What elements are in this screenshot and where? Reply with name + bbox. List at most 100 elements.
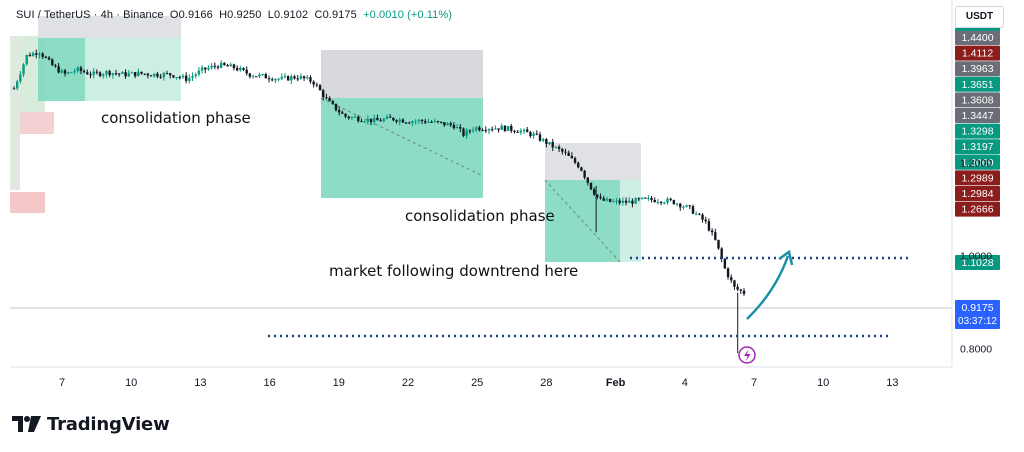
candle-body [487, 129, 491, 131]
candle-body [385, 116, 389, 119]
candle-body [162, 73, 166, 78]
candle-body [500, 125, 503, 130]
candle-body [286, 76, 290, 81]
change-value: +0.0010 (+0.11%) [363, 9, 452, 21]
candle-body [267, 78, 271, 80]
chart-area[interactable]: 7 10 13 16 19 22 25 28 Feb 4 7 10 13 1.4400 1.4112 1.3… [0, 0, 1024, 400]
candle-body [114, 73, 118, 75]
currency-button[interactable]: USDT [955, 6, 1004, 28]
candle-body [567, 152, 570, 156]
price-scale: 1.4400 1.4112 1.3963 1.3651 1.3608 1.3447 1.32… [955, 28, 1000, 355]
candle-body [532, 133, 535, 137]
candle-body [204, 67, 207, 70]
zone-left-red [10, 192, 45, 213]
candle-body [12, 88, 16, 90]
candle-body [449, 123, 452, 125]
price-label: 1.1028 [961, 257, 993, 269]
candle-body [347, 116, 350, 118]
y-tick-label: 0.8000 [960, 343, 992, 355]
candle-body [229, 64, 232, 67]
candle-body [357, 116, 360, 122]
candle-body [554, 146, 558, 148]
candle-body [436, 121, 440, 123]
candle-body [200, 67, 204, 71]
candle-body [60, 70, 64, 73]
candle-body [92, 71, 95, 76]
candle-body [621, 200, 625, 203]
candle-body [184, 75, 188, 81]
candle-body [54, 65, 57, 67]
candle-body [191, 76, 194, 78]
zone1-green-light [85, 38, 181, 101]
candle-body [117, 73, 121, 75]
current-price-label: 0.9175 [961, 302, 993, 314]
candle-body [130, 72, 134, 74]
candle-body [248, 73, 252, 77]
low-value: L0.9102 [267, 9, 309, 21]
lightning-event-icon[interactable] [738, 346, 756, 364]
price-label-box [955, 170, 1000, 186]
candle-body [296, 78, 299, 80]
candle-body [411, 121, 414, 124]
candle-body [261, 74, 264, 76]
candle-body [561, 148, 564, 152]
x-tick-label: Feb [606, 377, 626, 389]
candle-body [468, 130, 472, 132]
price-label-box [955, 30, 1000, 45]
zone-left-red-2 [20, 112, 54, 134]
candle-body [679, 203, 682, 208]
candle-body [293, 76, 296, 79]
candle-body [31, 53, 35, 57]
candle-body [169, 73, 172, 76]
candle-body [213, 65, 217, 67]
annotation-consolidation-2: consolidation phase [405, 207, 555, 225]
candle-body [685, 205, 688, 207]
candle-body [631, 200, 634, 204]
candlestick-chart[interactable]: 7 10 13 16 19 22 25 28 Feb 4 7 10 13 1.4400 1.4112 1.3… [0, 0, 1024, 400]
candle-body [344, 113, 347, 117]
price-label: 1.3608 [961, 94, 993, 106]
price-label: 1.2984 [961, 188, 993, 200]
candle-body [315, 84, 319, 86]
x-tick-label: 13 [886, 377, 898, 389]
candle-body [306, 77, 309, 79]
candle-body [127, 73, 130, 77]
candle-body [682, 206, 685, 208]
candle-body [564, 151, 567, 153]
candle-body [38, 53, 41, 55]
candle-body [484, 130, 487, 132]
candle-body [334, 103, 338, 111]
candle-body [44, 56, 48, 58]
candle-body [647, 197, 650, 199]
candle-body [86, 72, 89, 75]
candle-body [57, 66, 60, 73]
tradingview-brand[interactable]: TradingView [12, 410, 170, 438]
candle-body [730, 277, 733, 281]
candle-body [439, 121, 443, 123]
projection-arrowhead [778, 249, 794, 266]
price-label: 1.4112 [962, 48, 993, 60]
candle-body [494, 128, 497, 130]
price-label: 1.3447 [961, 110, 993, 122]
zone2-gray [321, 50, 483, 98]
candle-body [430, 121, 433, 123]
candle-body [133, 72, 137, 77]
candle-body [146, 73, 150, 76]
candle-body [239, 67, 242, 71]
candle-body [299, 76, 303, 79]
candle-body [89, 74, 92, 76]
price-label-box [955, 108, 1000, 123]
candle-body [388, 116, 392, 118]
candle-body [111, 73, 115, 76]
candle-body [51, 59, 54, 66]
candle-body [325, 97, 328, 99]
candle-body [290, 76, 293, 81]
candle-body [452, 124, 456, 129]
candle-body [478, 127, 481, 131]
candle-body [497, 128, 500, 130]
candle-body [589, 182, 593, 190]
candle-body [197, 70, 201, 75]
candle-body [232, 64, 236, 69]
candle-body [63, 70, 67, 74]
price-label-box [955, 28, 1000, 31]
